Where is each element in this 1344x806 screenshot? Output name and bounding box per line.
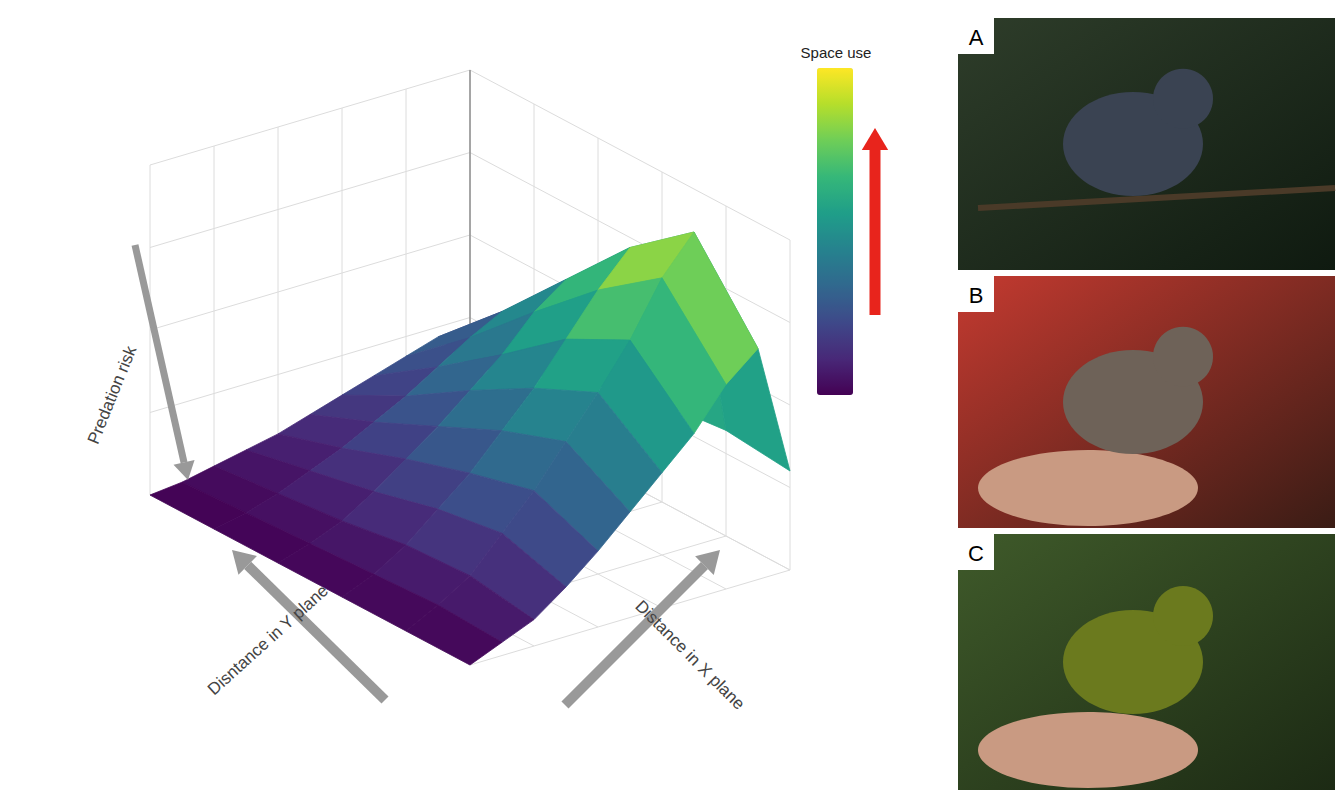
svg-text:Distance in X plane: Distance in X plane — [632, 597, 749, 714]
svg-text:Space use: Space use — [801, 44, 872, 61]
svg-text:C: C — [968, 541, 984, 566]
svg-text:B: B — [969, 283, 984, 308]
svg-text:Predation risk: Predation risk — [84, 343, 141, 447]
svg-text:Disntance in Y plane: Disntance in Y plane — [204, 581, 332, 699]
svg-text:A: A — [969, 25, 984, 50]
